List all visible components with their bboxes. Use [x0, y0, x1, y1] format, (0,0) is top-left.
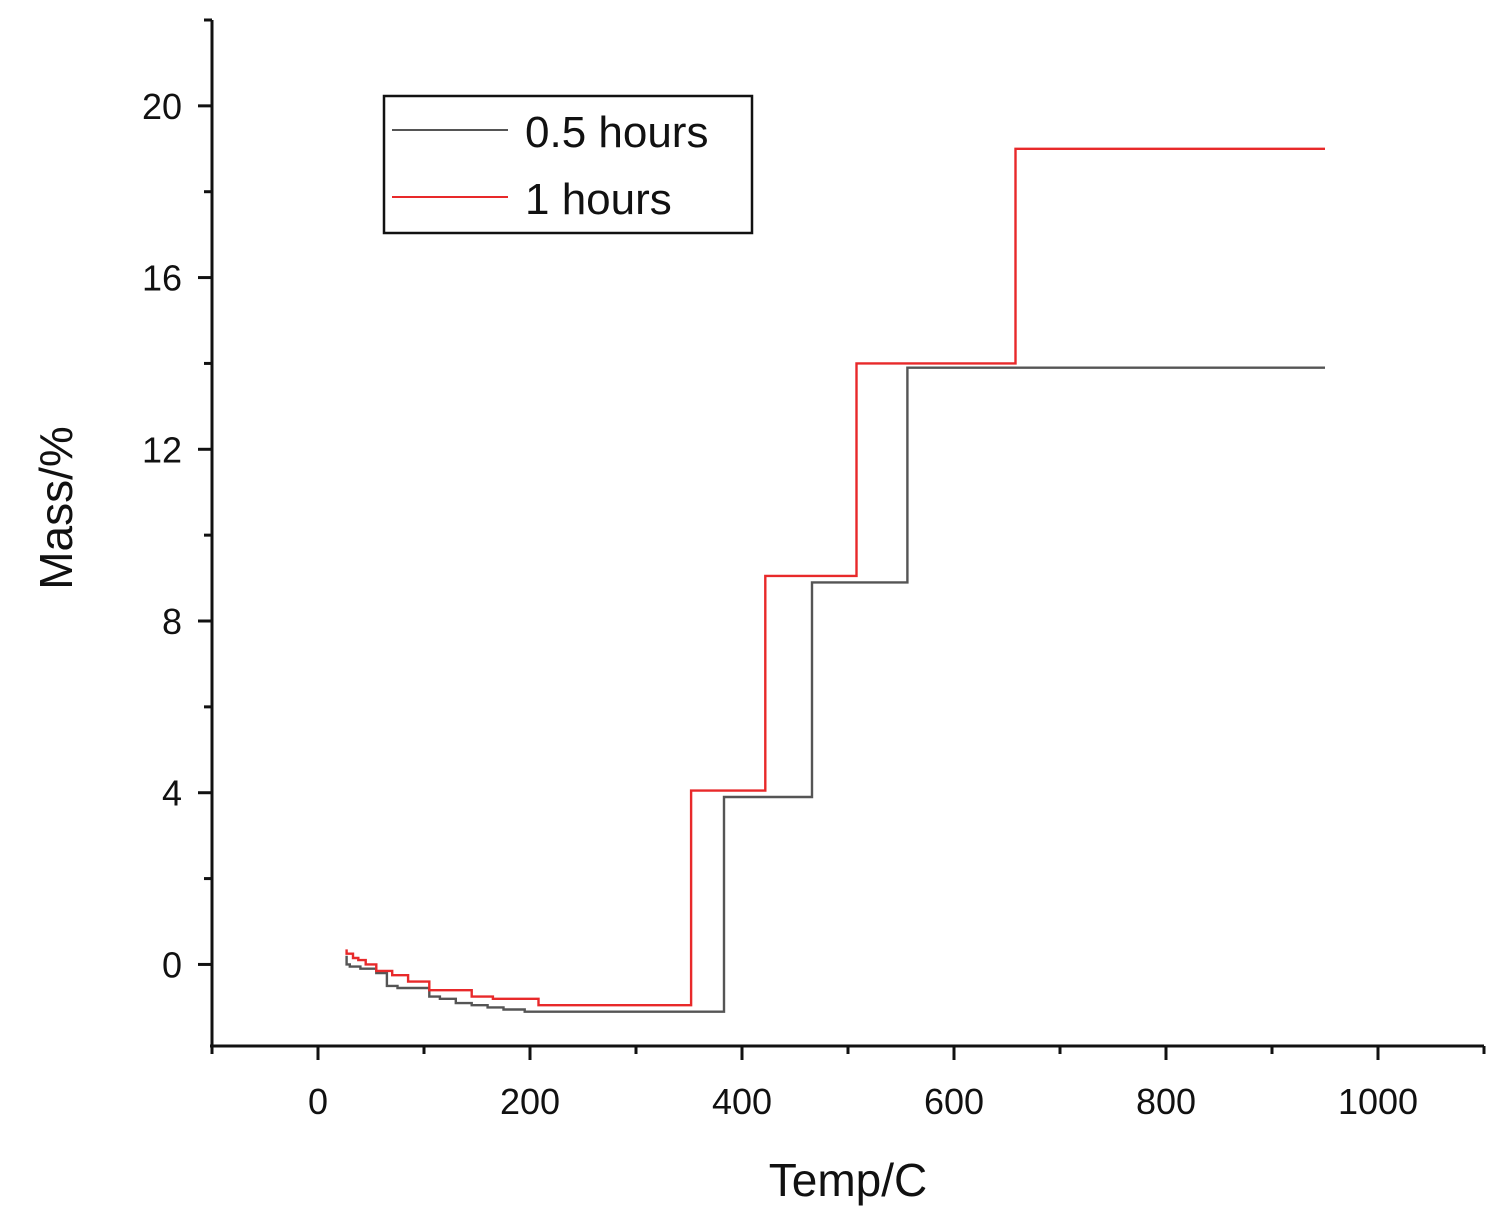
- legend-box: [382, 94, 754, 235]
- y-tick-label: 12: [142, 429, 182, 470]
- x-tick-label: 600: [924, 1081, 984, 1122]
- legend: 0.5 hours 1 hours: [382, 94, 754, 235]
- plot-lines: [345, 147, 1325, 1013]
- series-line-1-hours: [345, 147, 1325, 1007]
- x-tick-label: 0: [308, 1081, 328, 1122]
- y-tick-label: 8: [162, 601, 182, 642]
- y-tick-label: 0: [162, 944, 182, 985]
- y-tick-label: 20: [142, 86, 182, 127]
- legend-label-1-hours: 1 hours: [525, 175, 672, 224]
- x-axis-title: Temp/C: [769, 1154, 927, 1206]
- x-tick-label: 400: [712, 1081, 772, 1122]
- x-tick-label: 1000: [1338, 1081, 1418, 1122]
- y-tick-label: 16: [142, 258, 182, 299]
- y-tick-label: 4: [162, 773, 182, 814]
- y-axis-title: Mass/%: [30, 426, 82, 590]
- x-ticks: 0 200 400 600 800 1000: [210, 1046, 1486, 1122]
- y-ticks: 0 4 8 12 16 20: [142, 18, 212, 985]
- x-tick-label: 200: [500, 1081, 560, 1122]
- x-tick-label: 800: [1136, 1081, 1196, 1122]
- legend-label-0-5-hours: 0.5 hours: [525, 108, 708, 157]
- series-line-0-5-hours: [345, 366, 1325, 1013]
